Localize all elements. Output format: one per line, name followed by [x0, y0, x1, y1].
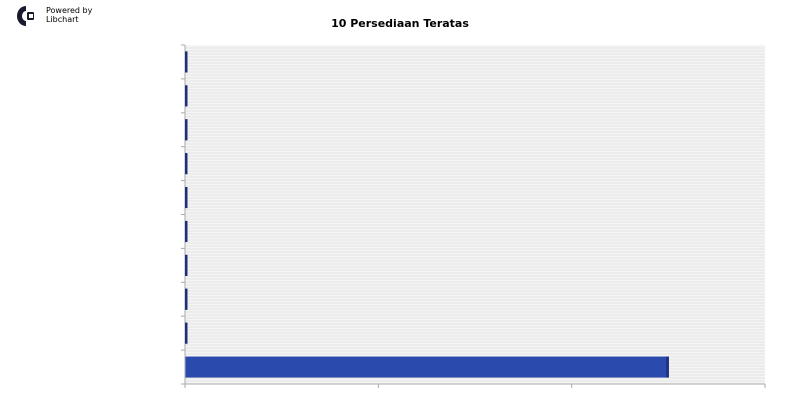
bar-edge	[185, 288, 188, 310]
bar-edge	[185, 85, 188, 107]
libchart-label: Libchart	[46, 15, 79, 24]
bar-edge	[185, 51, 188, 73]
bar-edge	[185, 119, 188, 141]
logo-text: Powered by Libchart	[46, 6, 92, 24]
bar-edge	[185, 187, 188, 209]
bar-edge	[666, 356, 669, 378]
bar-edge	[185, 153, 188, 175]
powered-by-label: Powered by	[46, 6, 93, 15]
libchart-logo: Powered by Libchart	[16, 4, 106, 28]
libchart-logo-icon	[17, 6, 34, 26]
bar	[185, 356, 669, 378]
bar-edge	[185, 254, 188, 276]
chart-title: 10 Persediaan Teratas	[331, 17, 469, 30]
bar-edge	[185, 322, 188, 344]
bar-edge	[185, 220, 188, 242]
